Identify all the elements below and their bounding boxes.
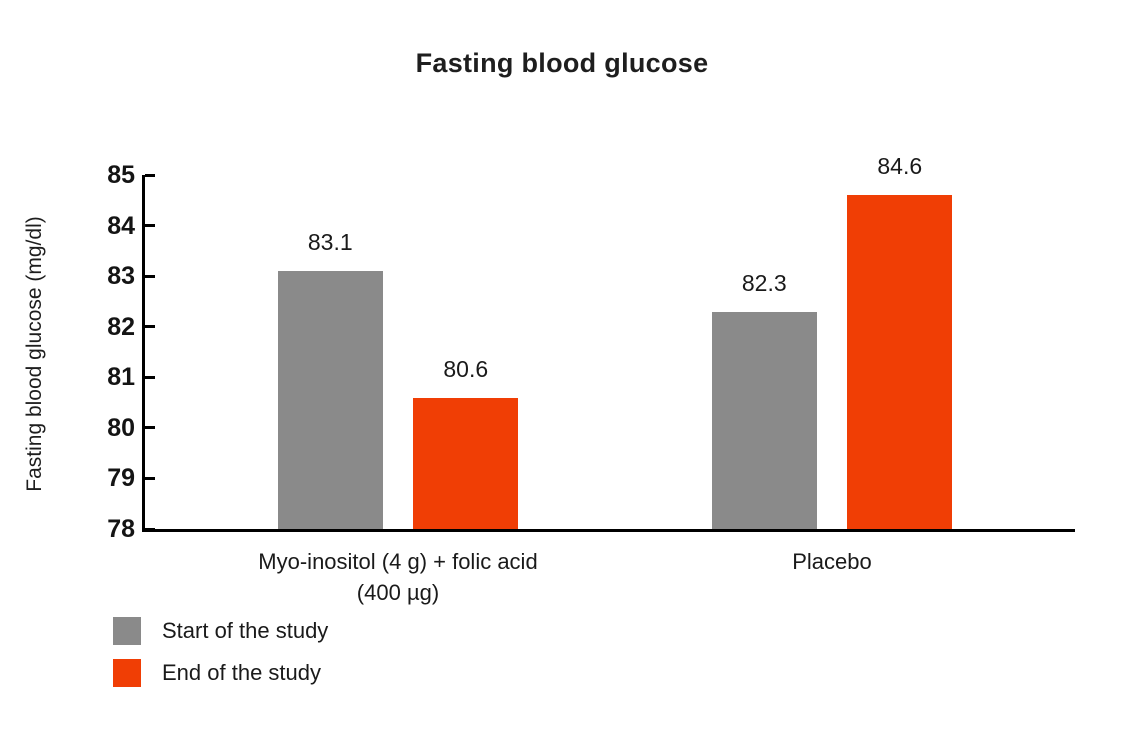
bar-start-of-the-study — [277, 271, 383, 529]
plot-area: 78 79 80 81 82 83 84 85 83.1 80.6 Myo-inositol (4 … — [107, 155, 1075, 605]
bar-value-label: 80.6 — [443, 355, 489, 382]
legend-item: Start of the study — [113, 617, 328, 645]
y-tick-label: 82 — [107, 312, 135, 341]
y-tick-mark — [145, 274, 155, 278]
y-tick-mark — [145, 476, 155, 480]
y-tick-mark — [145, 426, 155, 430]
y-tick-label: 78 — [107, 515, 135, 543]
y-tick-label: 81 — [107, 363, 135, 392]
legend-label: Start of the study — [162, 618, 329, 643]
y-tick-label: 80 — [107, 413, 135, 442]
bar-end-of-the-study — [413, 397, 519, 529]
bar-value-label: 83.1 — [307, 229, 353, 256]
y-tick-label: 83 — [107, 262, 135, 291]
y-tick-label: 85 — [107, 161, 135, 189]
bar-value-label: 82.3 — [741, 269, 787, 296]
bar-value-label: 84.6 — [877, 153, 923, 180]
y-axis-title-text: Fasting blood glucose (mg/dl) — [23, 216, 46, 492]
y-tick-mark — [145, 325, 155, 329]
legend-label: End of the study — [162, 660, 321, 685]
y-tick-mark — [145, 527, 155, 531]
y-tick-label: 84 — [107, 211, 135, 240]
bar-end-of-the-study — [847, 195, 953, 529]
legend-item: End of the study — [113, 659, 328, 687]
x-category-label: Placebo — [792, 549, 872, 574]
y-tick-mark — [145, 375, 155, 379]
x-category-label: Myo-inositol (4 g) + folic acid (400 µg) — [258, 549, 538, 605]
legend-swatch — [113, 659, 141, 687]
bar-start-of-the-study — [711, 311, 817, 529]
legend-swatch — [113, 617, 141, 645]
y-tick-mark — [145, 173, 155, 177]
y-tick-label: 79 — [107, 464, 135, 493]
legend: Start of the study End of the study — [113, 617, 328, 701]
y-tick-mark — [145, 224, 155, 228]
chart-title: Fasting blood glucose — [415, 48, 709, 78]
